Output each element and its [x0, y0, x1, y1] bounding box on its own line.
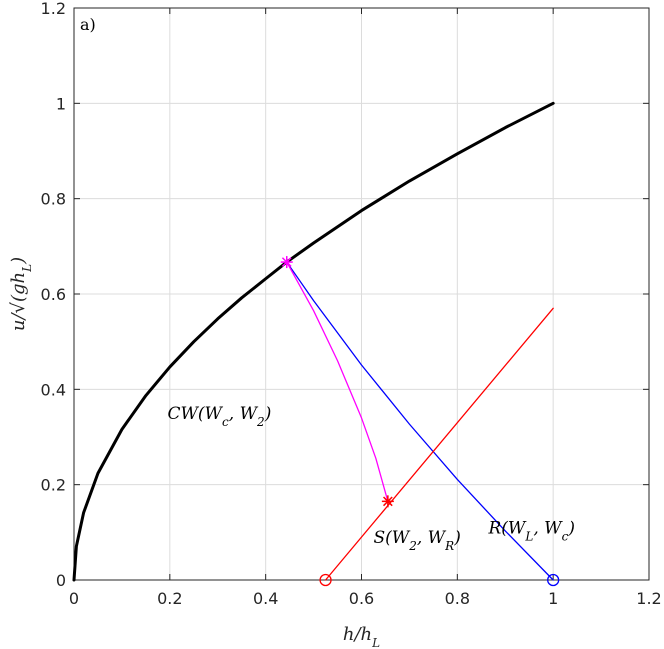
series-line-2: [324, 307, 554, 581]
star-marker-1: [381, 495, 394, 508]
x-tick-label: 1.2: [636, 589, 661, 608]
y-axis-label: u/√(ghL): [8, 257, 34, 331]
subscript: L: [20, 264, 34, 273]
annotation-1: S(W2, WR): [373, 528, 460, 553]
subscript: 2: [256, 415, 265, 429]
text-run: ): [8, 257, 29, 265]
text-run: S(W: [373, 528, 410, 548]
y-tick-label: 0.6: [41, 285, 66, 304]
x-tick-label: 0.4: [253, 589, 278, 608]
panel-label: a): [80, 15, 96, 34]
text-run: , W: [417, 528, 447, 548]
subscript: c: [222, 415, 229, 429]
series-line-1: [286, 261, 554, 581]
text-run: h/h: [343, 624, 372, 645]
circle-marker-3: [547, 573, 560, 587]
y-tick-label: 1: [56, 94, 66, 113]
text-run: CW(W: [167, 404, 223, 424]
series-line-3: [286, 261, 389, 503]
text-run: , W: [533, 519, 563, 539]
subscript: R: [444, 539, 454, 553]
x-axis-label: h/hL: [343, 624, 380, 649]
subscript: L: [524, 530, 533, 544]
circle-marker-2: [319, 573, 332, 587]
y-tick-label: 0: [56, 571, 66, 590]
x-tick-label: 0.6: [349, 589, 374, 608]
series-line-0: [72, 101, 555, 582]
star-marker-0: [280, 256, 293, 269]
series: [72, 101, 555, 582]
x-tick-label: 0.8: [445, 589, 470, 608]
y-tick-label: 0.4: [41, 380, 66, 399]
axis-ticks: 0 0.2 0.4 0.6 0.8 1 1.2 0 0.2 0.4 0.6 0.8 1 1.2: [41, 0, 662, 608]
y-tick-label: 0.8: [41, 190, 66, 209]
x-tick-label: 0.2: [157, 589, 182, 608]
text-run: ): [567, 519, 575, 539]
text-run: ): [453, 528, 461, 548]
y-tick-label: 1.2: [41, 0, 66, 18]
subscript: L: [371, 636, 380, 649]
grid: [74, 8, 649, 580]
annotation-2: R(WL, Wc): [487, 519, 575, 544]
text-run: , W: [229, 404, 259, 424]
x-tick-label: 1: [548, 589, 558, 608]
text-run: ): [264, 404, 272, 424]
text-run: R(W: [487, 519, 526, 539]
star-stroke: [383, 496, 393, 507]
text-run: u/√(gh: [8, 272, 29, 331]
subscript: c: [562, 530, 569, 544]
y-tick-label: 0.2: [41, 476, 66, 495]
labels: CW(Wc, W2)S(W2, WR) R(WL, Wc)a)h/hLu/√(gh…: [8, 15, 575, 649]
star-stroke: [281, 257, 292, 267]
subscript: 2: [408, 539, 417, 553]
markers: [280, 256, 560, 587]
annotation-0: CW(Wc, W2): [167, 404, 271, 429]
x-tick-label: 0: [69, 589, 79, 608]
